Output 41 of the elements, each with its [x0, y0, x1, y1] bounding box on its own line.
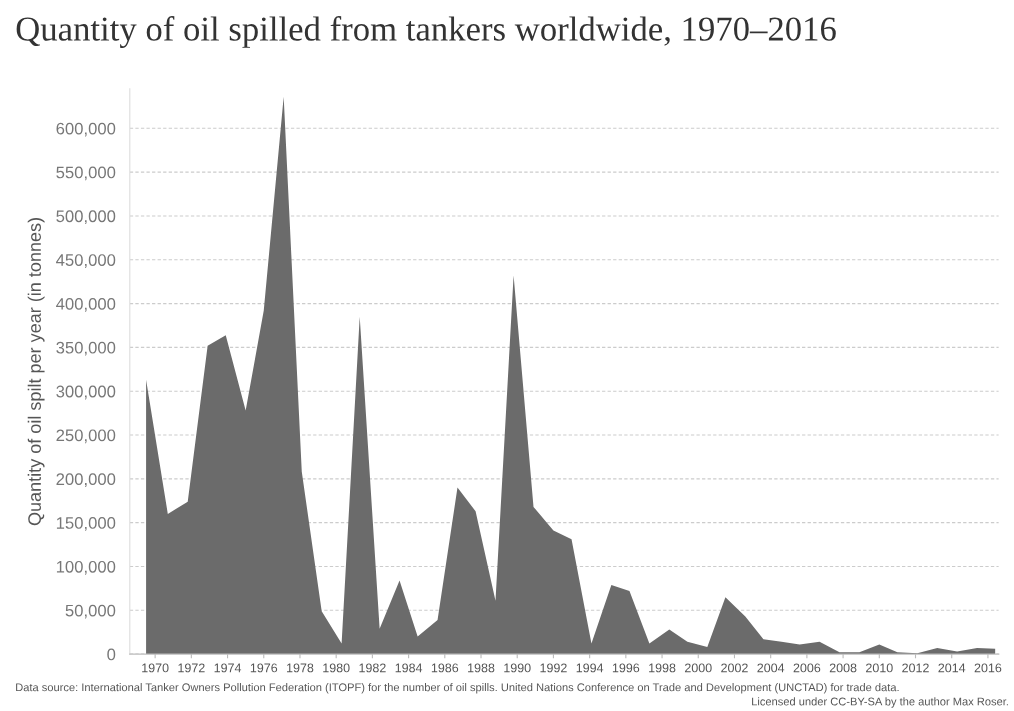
x-tick-label: 1982 — [359, 663, 386, 673]
y-tick-label: 50,000 — [65, 604, 116, 619]
x-tick-label: 1976 — [250, 663, 278, 673]
y-tick-label: 400,000 — [56, 297, 116, 312]
x-tick-label: 2006 — [793, 663, 821, 673]
x-tick-label: 1974 — [214, 663, 242, 673]
x-tick-label: 2002 — [721, 663, 748, 673]
text: Licensed under CC-BY-SA by the author Max Roser. — [752, 697, 1008, 708]
x-tick-label: 2012 — [902, 663, 929, 673]
x-tick-label: 1978 — [287, 663, 314, 673]
y-tick-label: 300,000 — [56, 385, 116, 400]
y-tick-label: 150,000 — [56, 517, 116, 531]
y-axis-title: Quantity of oil spilt per year (in tonnes) — [27, 218, 45, 526]
x-tick-label: 2004 — [757, 663, 785, 673]
x-tick-label: 2000 — [684, 663, 712, 673]
x-tick-label: 1992 — [540, 663, 567, 673]
x-tick-label: 1970 — [142, 663, 169, 673]
x-tick-label: 1984 — [395, 663, 423, 673]
x-tick-label: 1998 — [649, 663, 676, 673]
y-tick-label: 350,000 — [56, 341, 116, 356]
y-tick-label: 450,000 — [56, 254, 116, 268]
x-tick-label: 1980 — [323, 663, 350, 673]
x-tick-label: 1990 — [504, 663, 531, 673]
x-tick-label: 2008 — [829, 663, 857, 673]
x-tick-label: 1988 — [468, 663, 495, 673]
x-tick-label: 2010 — [866, 663, 893, 673]
y-tick-label: 550,000 — [56, 166, 116, 181]
y-tick-label: 600,000 — [56, 122, 116, 137]
source-note: Data source: International Tanker Owners Pollution Federation (ITOPF) for the number of oil spills. United Nations Conference on Trade and Development (UNCTAD) for trade data. — [16, 683, 899, 694]
chart-title: Quantity of oil spilled from tankers worldwide, 1970–2016 — [16, 16, 836, 48]
y-tick-label: 200,000 — [56, 473, 116, 488]
y-tick-label: 0 — [107, 648, 116, 661]
x-tick-label: 1986 — [431, 663, 459, 673]
y-tick-label: 250,000 — [56, 429, 116, 444]
x-tick-label: 2016 — [974, 663, 1002, 673]
x-tick-label: 2014 — [938, 663, 966, 673]
x-tick-label: 1996 — [612, 663, 640, 673]
y-tick-label: 100,000 — [56, 560, 116, 575]
y-tick-label: 500,000 — [56, 210, 116, 225]
x-tick-label: 1994 — [576, 663, 604, 673]
x-tick-label: 1972 — [178, 663, 205, 673]
